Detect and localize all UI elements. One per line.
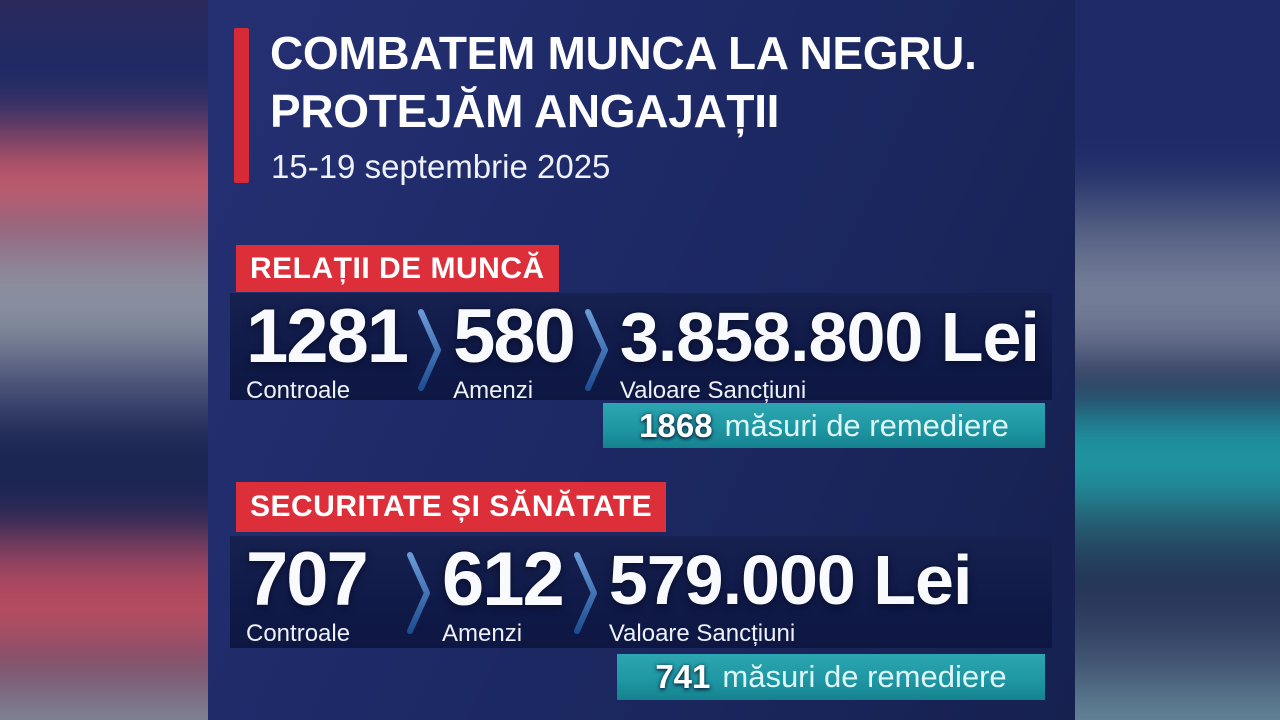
stat-valoare-sanctiuni: 579.000 Lei Valoare Sancțiuni [608,541,973,648]
infographic-panel: COMBATEM MUNCA LA NEGRU. PROTEJĂM ANGAJA… [208,0,1075,720]
stat-valoare-sanctiuni: 3.858.800 Lei Valoare Sancțiuni [619,298,1040,405]
section-badge-securitate-si-sanatate: SECURITATE ȘI SĂNĂTATE [236,482,667,532]
stat-amenzi: 612 Amenzi [442,537,565,648]
stats-panel-relatii-de-munca: 1281 Controale 580 Amenzi 3.858.800 Lei … [230,293,1052,404]
stat-label: Valoare Sancțiuni [619,377,807,404]
blurred-backdrop-left [0,0,208,720]
stat-label: Amenzi [453,377,534,404]
remediation-label: măsuri de remediere [722,659,1007,694]
remediation-count: 1868 [639,406,713,444]
stat-label: Controale [246,620,351,647]
chevron-right-icon [584,304,610,401]
blurred-gradient-left [0,0,208,720]
stat-label: Controale [246,377,351,404]
stat-value: 1281 [246,294,409,379]
chevron-right-icon [406,547,432,644]
blurred-gradient-right [1075,0,1280,720]
stat-controale: 707 Controale [246,537,396,648]
date-range: 15-19 septembrie 2025 [271,148,611,185]
title-line-1: COMBATEM MUNCA LA NEGRU. [270,27,977,79]
stat-label: Amenzi [442,620,523,647]
remediation-count: 741 [655,658,711,695]
remediation-badge: 1868 măsuri de remediere [603,403,1045,448]
stat-controale: 1281 Controale [246,294,409,405]
title-line-2: PROTEJĂM ANGAJAȚII [270,85,780,137]
page-title: COMBATEM MUNCA LA NEGRU. PROTEJĂM ANGAJA… [270,24,977,140]
chevron-right-icon [417,304,443,401]
chevron-right-icon [573,547,599,644]
remediation-badge: 741 măsuri de remediere [617,654,1045,700]
stat-amenzi: 580 Amenzi [453,294,576,405]
section-badge-relatii-de-munca: RELAȚII DE MUNCĂ [236,245,559,292]
stat-value: 3.858.800 Lei [619,298,1040,376]
red-accent-bar [234,28,249,183]
remediation-label: măsuri de remediere [724,407,1009,443]
stat-value: 579.000 Lei [608,541,973,619]
stat-value: 612 [442,537,565,622]
stat-value: 707 [246,537,369,622]
stats-panel-securitate-si-sanatate: 707 Controale 612 Amenzi 579.000 Lei Val… [230,536,1052,648]
blurred-backdrop-right [1075,0,1280,720]
stat-value: 580 [453,294,576,379]
stat-label: Valoare Sancțiuni [608,620,796,647]
